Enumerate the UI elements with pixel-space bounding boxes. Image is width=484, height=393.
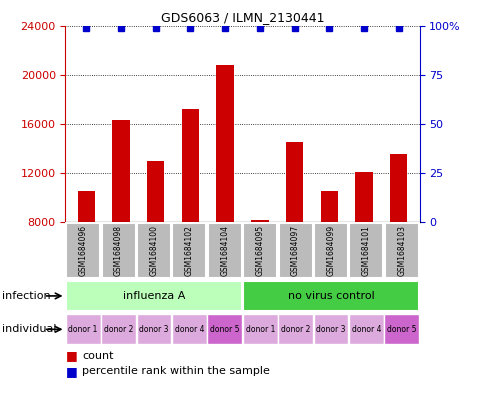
Text: ■: ■	[65, 365, 77, 378]
Bar	[313, 223, 348, 278]
Bar	[101, 223, 136, 278]
Bar	[147, 161, 164, 320]
Text: donor 2: donor 2	[280, 325, 310, 334]
Text: no virus control: no virus control	[287, 291, 374, 301]
Bar	[384, 223, 418, 278]
Text: GSM1684103: GSM1684103	[396, 225, 406, 276]
Text: GSM1684099: GSM1684099	[326, 225, 335, 276]
Bar	[136, 314, 171, 344]
Title: GDS6063 / ILMN_2130441: GDS6063 / ILMN_2130441	[160, 11, 324, 24]
Text: donor 5: donor 5	[386, 325, 416, 334]
Bar	[355, 172, 372, 320]
Text: donor 3: donor 3	[139, 325, 168, 334]
Bar	[242, 314, 277, 344]
Bar	[182, 109, 199, 320]
Bar	[278, 314, 312, 344]
Bar	[172, 314, 206, 344]
Text: donor 3: donor 3	[316, 325, 345, 334]
Bar	[207, 223, 242, 278]
Text: influenza A: influenza A	[122, 291, 185, 301]
Text: GSM1684101: GSM1684101	[361, 225, 370, 276]
Text: donor 4: donor 4	[351, 325, 380, 334]
Text: ■: ■	[65, 349, 77, 362]
Text: GSM1684098: GSM1684098	[114, 225, 123, 276]
Text: infection: infection	[2, 291, 51, 301]
Text: GSM1684102: GSM1684102	[184, 225, 194, 276]
Bar	[136, 223, 171, 278]
Bar	[251, 220, 268, 320]
Bar	[101, 314, 136, 344]
Bar	[77, 191, 95, 320]
Text: donor 5: donor 5	[210, 325, 239, 334]
Bar	[384, 314, 418, 344]
Bar	[66, 223, 100, 278]
Bar	[66, 314, 100, 344]
Text: donor 1: donor 1	[245, 325, 274, 334]
Text: GSM1684096: GSM1684096	[78, 225, 88, 276]
Bar	[112, 120, 129, 320]
Text: count: count	[82, 351, 114, 361]
Text: individual: individual	[2, 324, 57, 334]
Text: donor 2: donor 2	[104, 325, 133, 334]
Bar	[242, 281, 418, 311]
Text: GSM1684104: GSM1684104	[220, 225, 229, 276]
Bar	[242, 223, 277, 278]
Bar	[172, 223, 206, 278]
Bar	[320, 191, 337, 320]
Bar	[313, 314, 348, 344]
Bar	[216, 65, 233, 320]
Text: percentile rank within the sample: percentile rank within the sample	[82, 366, 270, 376]
Bar	[348, 223, 383, 278]
Text: GSM1684095: GSM1684095	[255, 225, 264, 276]
Bar	[66, 281, 242, 311]
Bar	[389, 154, 407, 320]
Bar	[207, 314, 242, 344]
Bar	[285, 142, 302, 320]
Text: GSM1684097: GSM1684097	[290, 225, 300, 276]
Text: donor 4: donor 4	[174, 325, 204, 334]
Text: donor 1: donor 1	[68, 325, 98, 334]
Text: GSM1684100: GSM1684100	[149, 225, 158, 276]
Bar	[278, 223, 312, 278]
Bar	[348, 314, 383, 344]
